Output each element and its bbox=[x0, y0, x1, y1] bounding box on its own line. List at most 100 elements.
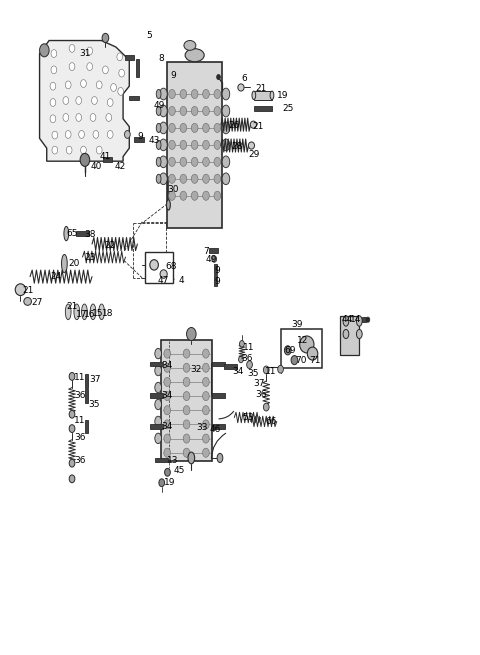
Circle shape bbox=[247, 361, 252, 369]
Circle shape bbox=[80, 153, 90, 166]
Circle shape bbox=[278, 365, 283, 373]
Bar bbox=[134, 138, 144, 142]
Circle shape bbox=[52, 131, 58, 139]
Circle shape bbox=[203, 420, 209, 429]
Text: 68: 68 bbox=[166, 262, 177, 271]
Circle shape bbox=[192, 140, 198, 149]
Circle shape bbox=[164, 448, 170, 457]
Circle shape bbox=[192, 191, 198, 200]
Circle shape bbox=[108, 130, 113, 138]
Ellipse shape bbox=[155, 365, 161, 376]
Circle shape bbox=[216, 75, 220, 80]
Text: 65: 65 bbox=[66, 229, 78, 238]
Text: 71: 71 bbox=[310, 356, 321, 365]
Circle shape bbox=[118, 88, 123, 96]
Ellipse shape bbox=[307, 347, 318, 360]
Circle shape bbox=[87, 63, 93, 71]
Text: 38: 38 bbox=[84, 231, 96, 239]
Text: 34: 34 bbox=[162, 361, 173, 370]
Text: 44: 44 bbox=[341, 315, 352, 324]
Circle shape bbox=[203, 191, 209, 200]
Text: 19: 19 bbox=[164, 477, 175, 487]
Circle shape bbox=[164, 405, 170, 415]
Text: 33: 33 bbox=[196, 423, 207, 432]
Circle shape bbox=[93, 130, 99, 138]
Circle shape bbox=[203, 106, 209, 115]
Circle shape bbox=[192, 174, 198, 183]
Text: 30: 30 bbox=[168, 185, 179, 194]
Circle shape bbox=[192, 90, 198, 98]
Text: 46: 46 bbox=[209, 424, 221, 434]
Circle shape bbox=[264, 366, 269, 374]
Ellipse shape bbox=[155, 348, 161, 359]
Circle shape bbox=[76, 97, 82, 104]
Circle shape bbox=[164, 349, 170, 358]
Circle shape bbox=[102, 33, 109, 43]
Circle shape bbox=[203, 174, 209, 183]
Circle shape bbox=[92, 97, 97, 104]
Text: 13: 13 bbox=[168, 456, 179, 465]
Circle shape bbox=[119, 69, 124, 77]
Ellipse shape bbox=[160, 270, 167, 278]
Bar bbox=[150, 362, 163, 366]
Bar bbox=[340, 316, 360, 355]
Text: 53: 53 bbox=[242, 413, 253, 422]
Circle shape bbox=[203, 434, 209, 443]
Ellipse shape bbox=[222, 139, 230, 151]
Text: 31: 31 bbox=[79, 49, 91, 58]
Text: 42: 42 bbox=[114, 162, 125, 171]
Circle shape bbox=[183, 377, 190, 386]
Bar bbox=[76, 231, 89, 236]
Circle shape bbox=[187, 328, 196, 341]
Text: 49: 49 bbox=[205, 255, 217, 264]
Text: 9: 9 bbox=[170, 71, 176, 80]
Circle shape bbox=[81, 80, 86, 88]
Bar bbox=[145, 252, 173, 283]
Circle shape bbox=[203, 377, 209, 386]
Circle shape bbox=[180, 140, 187, 149]
Ellipse shape bbox=[159, 122, 167, 134]
Circle shape bbox=[50, 98, 56, 106]
Ellipse shape bbox=[222, 173, 230, 185]
Circle shape bbox=[69, 63, 75, 71]
Circle shape bbox=[96, 81, 102, 89]
Circle shape bbox=[214, 191, 221, 200]
Bar bbox=[212, 362, 225, 366]
Text: 9: 9 bbox=[138, 132, 144, 141]
Ellipse shape bbox=[156, 106, 161, 115]
Bar bbox=[362, 318, 366, 322]
Bar bbox=[212, 424, 225, 429]
Text: 9: 9 bbox=[214, 277, 220, 286]
Bar bbox=[136, 59, 139, 77]
Circle shape bbox=[164, 363, 170, 372]
Circle shape bbox=[164, 420, 170, 429]
Circle shape bbox=[168, 90, 175, 98]
Circle shape bbox=[164, 392, 170, 401]
Bar bbox=[84, 375, 88, 388]
Circle shape bbox=[168, 106, 175, 115]
Circle shape bbox=[165, 468, 170, 476]
Circle shape bbox=[180, 123, 187, 132]
Ellipse shape bbox=[61, 254, 67, 272]
Circle shape bbox=[214, 90, 221, 98]
Circle shape bbox=[240, 341, 244, 347]
Ellipse shape bbox=[270, 91, 274, 100]
Text: 41: 41 bbox=[100, 152, 111, 161]
Circle shape bbox=[117, 53, 122, 61]
Text: 6: 6 bbox=[241, 74, 247, 83]
Circle shape bbox=[168, 140, 175, 149]
Bar bbox=[254, 106, 272, 111]
Text: 5: 5 bbox=[146, 31, 152, 40]
Circle shape bbox=[111, 84, 116, 92]
Text: 17: 17 bbox=[76, 310, 87, 319]
Circle shape bbox=[366, 317, 370, 322]
Ellipse shape bbox=[159, 88, 167, 100]
Circle shape bbox=[183, 349, 190, 358]
Circle shape bbox=[52, 146, 58, 154]
Bar bbox=[150, 393, 163, 398]
Ellipse shape bbox=[159, 156, 167, 168]
Text: 36: 36 bbox=[74, 391, 86, 400]
Ellipse shape bbox=[82, 304, 87, 320]
Text: 23: 23 bbox=[84, 253, 96, 262]
Circle shape bbox=[214, 140, 221, 149]
